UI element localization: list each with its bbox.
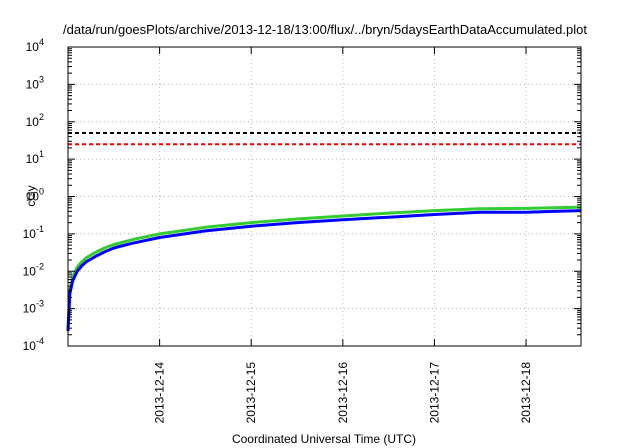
- y-tick-base: 10: [23, 339, 37, 353]
- x-axis-ticks: 2013-12-14 2013-12-15 2013-12-16 2013-12-17…: [153, 47, 533, 423]
- x-tick-label: 2013-12-14: [153, 362, 167, 424]
- y-tick-label: 100: [26, 187, 44, 204]
- y-tick-label: 10-1: [23, 224, 44, 241]
- y-tick-exponent: -3: [36, 299, 44, 309]
- y-tick-base: 10: [26, 115, 40, 129]
- y-tick-label: 103: [26, 74, 44, 91]
- grid-lines: [68, 47, 581, 346]
- y-tick-label: 10-4: [23, 336, 44, 353]
- x-tick-label: 2013-12-16: [336, 362, 350, 424]
- series-line-2: [66, 209, 582, 332]
- y-axis-label: cGy: [24, 185, 38, 206]
- x-tick-label: 2013-12-17: [427, 362, 441, 424]
- y-tick-exponent: -4: [36, 336, 44, 346]
- threshold-lines: [68, 132, 581, 146]
- y-tick-base: 10: [26, 77, 40, 91]
- y-tick-base: 10: [23, 227, 37, 241]
- y-tick-exponent: 4: [39, 37, 44, 47]
- y-tick-base: 10: [26, 190, 40, 204]
- x-axis-label: Coordinated Universal Time (UTC): [232, 432, 416, 446]
- y-tick-label: 104: [26, 37, 44, 54]
- y-tick-exponent: 2: [39, 112, 44, 122]
- y-tick-label: 10-3: [23, 299, 44, 316]
- chart-title: /data/run/goesPlots/archive/2013-12-18/1…: [63, 22, 587, 37]
- y-tick-label: 101: [26, 149, 44, 166]
- series-line-1: [66, 205, 582, 329]
- x-tick-label: 2013-12-18: [519, 362, 533, 424]
- y-tick-base: 10: [26, 40, 40, 54]
- y-tick-exponent: 0: [39, 187, 44, 197]
- x-tick-label: 2013-12-15: [244, 362, 258, 424]
- y-tick-base: 10: [23, 264, 37, 278]
- y-tick-base: 10: [26, 152, 40, 166]
- y-tick-exponent: 1: [39, 149, 44, 159]
- y-tick-label: 10-2: [23, 261, 44, 278]
- y-tick-exponent: -1: [36, 224, 44, 234]
- y-tick-exponent: -2: [36, 261, 44, 271]
- data-series: [66, 205, 582, 332]
- y-tick-label: 102: [26, 112, 44, 129]
- y-tick-base: 10: [23, 302, 37, 316]
- y-tick-exponent: 3: [39, 74, 44, 84]
